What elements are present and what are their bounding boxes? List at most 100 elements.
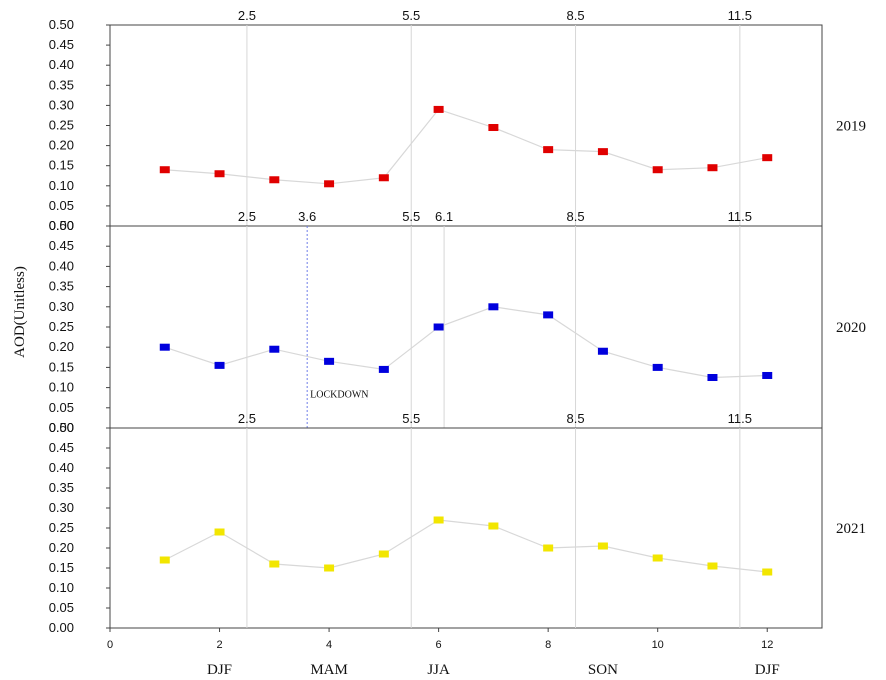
y-tick-label: 0.40	[49, 57, 74, 72]
panel-frame	[109, 24, 823, 227]
data-point	[433, 323, 444, 331]
y-tick-label: 0.00	[49, 218, 74, 233]
season-label: DJF	[207, 662, 232, 678]
data-point	[214, 170, 225, 178]
data-point	[378, 365, 389, 373]
boundary-label: 2.5	[238, 209, 256, 224]
lockdown-annotation: LOCKDOWN	[310, 390, 368, 401]
y-tick-label: 0.45	[49, 37, 74, 52]
y-tick-label: 0.45	[49, 440, 74, 455]
boundary-label: 5.5	[402, 411, 420, 426]
data-point	[762, 154, 773, 162]
y-tick-label: 0.40	[49, 460, 74, 475]
y-tick-label: 0.50	[49, 420, 74, 435]
y-tick-label: 0.15	[49, 560, 74, 575]
data-point	[652, 363, 663, 371]
data-point	[159, 166, 170, 174]
panels-group: 2.5 5.5 8.5 11.5 0.00 0.05 0.10 0.15 0.20 0.25 0.3…	[49, 8, 866, 635]
data-point	[159, 556, 170, 564]
boundary-label: 11.5	[728, 209, 752, 224]
data-point	[488, 124, 499, 132]
y-axis-label: AOD(Unitless)	[12, 266, 28, 358]
series-line-2019	[164, 108, 768, 185]
boundary-label: 8.5	[566, 8, 584, 23]
y-tick-label: 0.30	[49, 97, 74, 112]
data-point	[543, 146, 554, 154]
boundary-label: 8.5	[566, 411, 584, 426]
y-tick-label: 0.35	[49, 480, 74, 495]
year-label: 2020	[836, 320, 866, 336]
y-tick-label: 0.45	[49, 238, 74, 253]
data-point	[433, 516, 444, 524]
panel-2019: 2.5 5.5 8.5 11.5 0.00 0.05 0.10 0.15 0.20 0.25 0.3…	[49, 8, 866, 233]
season-label: SON	[588, 662, 618, 678]
y-tick-label: 0.20	[49, 540, 74, 555]
y-tick-label: 0.00	[49, 620, 74, 635]
y-tick-label: 0.30	[49, 500, 74, 515]
data-point	[324, 180, 335, 188]
y-tick-label: 0.25	[49, 118, 74, 133]
season-label: JJA	[427, 662, 450, 678]
y-tick-label: 0.50	[49, 218, 74, 233]
year-label: 2019	[836, 119, 866, 135]
boundary-label: 6.1	[435, 209, 453, 224]
y-tick-label: 0.20	[49, 138, 74, 153]
data-point	[378, 174, 389, 182]
season-label: DJF	[755, 662, 780, 678]
data-point	[159, 343, 170, 351]
y-tick-label: 0.15	[49, 158, 74, 173]
data-point	[488, 522, 499, 530]
y-tick-label: 0.05	[49, 400, 74, 415]
boundary-label: 11.5	[728, 8, 752, 23]
boundary-label: 8.5	[566, 209, 584, 224]
boundary-label: 5.5	[402, 8, 420, 23]
data-point	[597, 347, 608, 355]
data-point	[269, 345, 280, 353]
y-tick-label: 0.05	[49, 600, 74, 615]
panel-frame	[109, 225, 823, 429]
y-tick-label: 0.40	[49, 258, 74, 273]
data-point	[597, 148, 608, 156]
x-tick-label: 2	[216, 639, 222, 651]
panel-2021: 2.5 5.5 8.5 11.5 0.00 0.05 0.10 0.15 0.20 0.25 0.3…	[49, 411, 866, 635]
y-tick-label: 0.10	[49, 380, 74, 395]
data-point	[269, 560, 280, 568]
data-point	[214, 361, 225, 369]
series-line-2020	[164, 306, 768, 379]
boundary-label: 2.5	[238, 411, 256, 426]
data-point	[707, 164, 718, 172]
panel-2020: 2.5 3.6 5.5 6.1 8.5 11.5 0.00 0.05 0.10 0.15 0.20 0…	[49, 209, 866, 435]
x-axis: 0 2 4 6 8 10 12 DJF MAM JJA SON DJF	[107, 628, 780, 678]
y-tick-label: 0.25	[49, 520, 74, 535]
y-tick-label: 0.35	[49, 279, 74, 294]
data-point	[378, 550, 389, 558]
boundary-label: 2.5	[238, 8, 256, 23]
boundary-label: 3.6	[298, 209, 316, 224]
y-tick-label: 0.00	[49, 420, 74, 435]
y-tick-label: 0.20	[49, 339, 74, 354]
x-tick-label: 10	[652, 639, 664, 651]
y-tick-label: 0.50	[49, 17, 74, 32]
data-point	[324, 357, 335, 365]
y-tick-label: 0.35	[49, 77, 74, 92]
data-point	[543, 311, 554, 319]
y-tick-label: 0.30	[49, 299, 74, 314]
data-point	[269, 176, 280, 184]
year-label: 2021	[836, 521, 866, 537]
x-tick-label: 4	[326, 639, 332, 651]
x-tick-label: 12	[761, 639, 773, 651]
data-point	[707, 374, 718, 381]
series-line-2021	[164, 519, 768, 573]
y-tick-label: 0.10	[49, 178, 74, 193]
y-tick-label: 0.10	[49, 580, 74, 595]
data-point	[488, 303, 499, 311]
boundary-label: 5.5	[402, 209, 420, 224]
data-point	[597, 542, 608, 550]
boundary-label: 11.5	[728, 411, 752, 426]
data-point	[762, 568, 773, 576]
y-tick-label: 0.15	[49, 359, 74, 374]
y-tick-label: 0.05	[49, 198, 74, 213]
data-point	[214, 528, 225, 536]
data-point	[652, 554, 663, 562]
